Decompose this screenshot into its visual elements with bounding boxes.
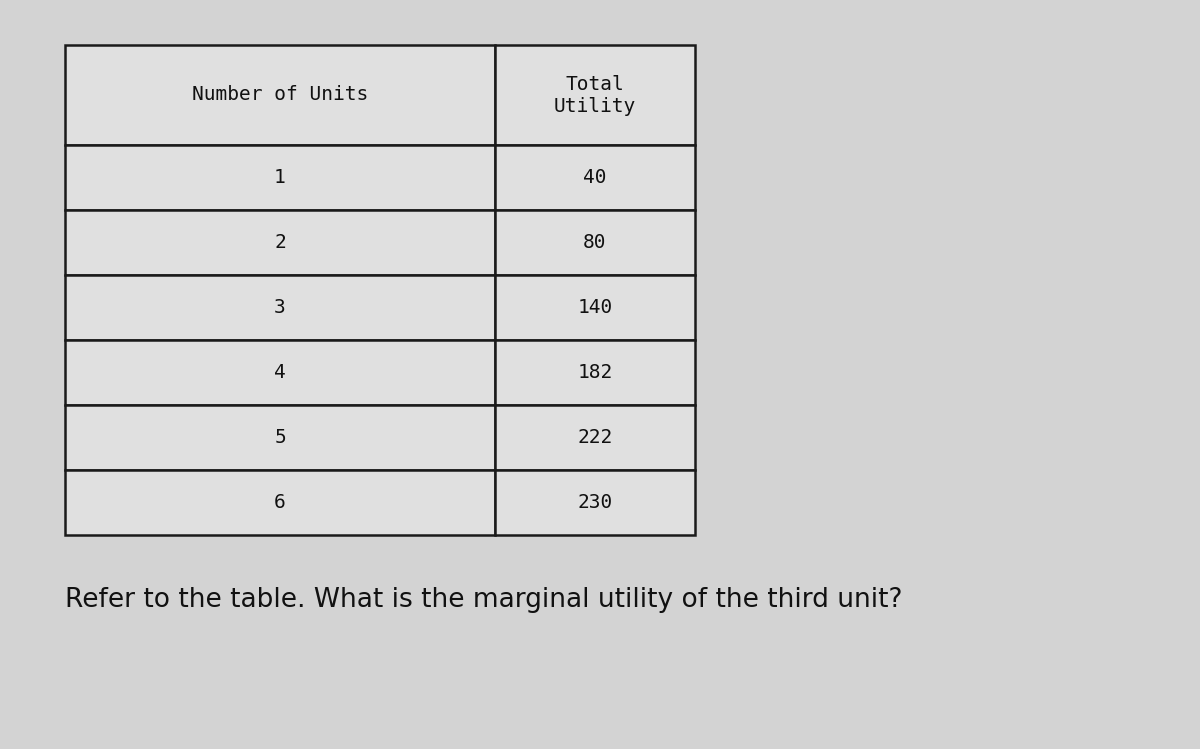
Text: 2: 2 (274, 233, 286, 252)
Bar (496, 405, 695, 470)
Bar (496, 210, 695, 275)
Text: 182: 182 (577, 363, 613, 382)
Text: 4: 4 (274, 363, 286, 382)
Text: 1: 1 (274, 168, 286, 187)
Text: 80: 80 (583, 233, 607, 252)
Bar (496, 470, 695, 535)
Text: Total
Utility: Total Utility (554, 74, 636, 115)
Bar (65, 145, 496, 210)
Bar (496, 145, 695, 210)
Bar (496, 45, 695, 145)
Text: 140: 140 (577, 298, 613, 317)
Text: 5: 5 (274, 428, 286, 447)
Text: Number of Units: Number of Units (192, 85, 368, 105)
Bar (65, 405, 496, 470)
Text: 230: 230 (577, 493, 613, 512)
Bar (65, 340, 496, 405)
Bar (496, 340, 695, 405)
Text: 222: 222 (577, 428, 613, 447)
Bar (65, 470, 496, 535)
Text: 6: 6 (274, 493, 286, 512)
Bar (65, 210, 496, 275)
Text: 40: 40 (583, 168, 607, 187)
Bar (496, 275, 695, 340)
Bar (65, 275, 496, 340)
Bar (65, 45, 496, 145)
Text: Refer to the table. What is the marginal utility of the third unit?: Refer to the table. What is the marginal… (65, 587, 902, 613)
Text: 3: 3 (274, 298, 286, 317)
